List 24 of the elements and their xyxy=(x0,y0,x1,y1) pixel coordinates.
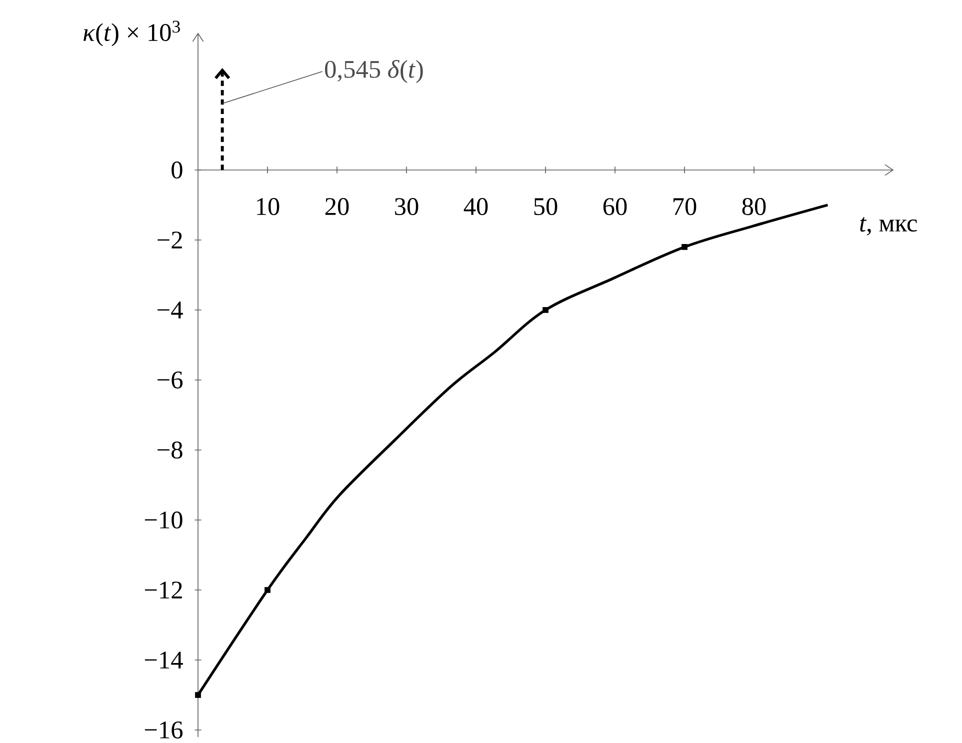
annotation: 0,545 δ(t) xyxy=(325,60,423,84)
y-tick-label: −10 xyxy=(144,511,182,529)
point xyxy=(542,307,548,313)
y-tick-label: −14 xyxy=(144,652,183,668)
y-tick-label: −4 xyxy=(158,302,183,318)
y-tick-label: −6 xyxy=(158,371,183,389)
y-axis-title: κ(t) × 10$^{3}$ xyxy=(84,20,180,46)
x-tick-label: 70 xyxy=(674,198,696,216)
x-tick-label: 20 xyxy=(325,198,349,216)
y-tick-label: −16 xyxy=(144,721,183,739)
x-tick-label: 40 xyxy=(464,198,488,216)
x-tick-label: 50 xyxy=(534,198,558,216)
y-tick-label: −12 xyxy=(144,582,182,598)
point xyxy=(682,244,688,250)
x-tick-label: 30 xyxy=(395,198,418,216)
point xyxy=(264,587,270,593)
y-tick-label: −8 xyxy=(158,441,182,459)
x-tick-label: 10 xyxy=(257,198,280,216)
point xyxy=(195,692,201,698)
y-tick-label: 0 xyxy=(172,161,182,179)
x-tick-label: 80 xyxy=(742,198,766,216)
y-tick-label: −2 xyxy=(158,232,182,248)
x-axis-title: t, мкс xyxy=(860,217,917,236)
x-tick-label: 60 xyxy=(603,198,627,216)
